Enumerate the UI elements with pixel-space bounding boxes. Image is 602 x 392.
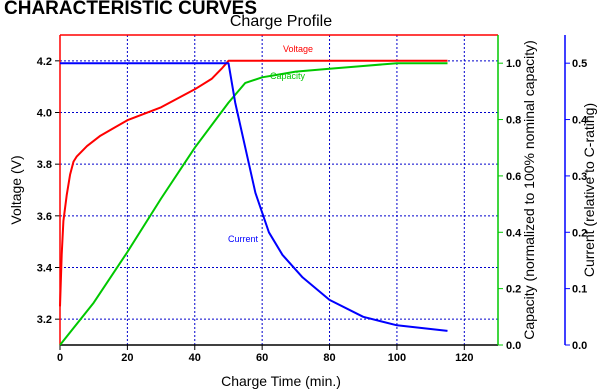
voltage-series-label: Voltage — [283, 44, 313, 54]
x-tick-label: 60 — [256, 352, 268, 364]
axes: 0 20 40 60 80 100 120 3.2 3.4 3.6 3.8 4.0 4.2 0.0 0.2 0… — [37, 34, 588, 364]
capacity-tick-label: 1.0 — [506, 58, 521, 70]
capacity-tick-label: 0.6 — [506, 171, 521, 183]
current-tick-label: 0.2 — [572, 227, 587, 239]
x-tick-label: 120 — [455, 352, 473, 364]
capacity-tick-label: 0.4 — [506, 227, 522, 239]
voltage-series-line — [59, 59, 448, 307]
voltage-axis-title: Voltage (V) — [8, 155, 24, 224]
current-tick-label: 0.0 — [572, 340, 587, 352]
voltage-tick-label: 3.4 — [37, 263, 53, 275]
x-tick-label: 100 — [388, 352, 406, 364]
voltage-tick-label: 3.2 — [37, 314, 52, 326]
capacity-series-label: Capacity — [270, 71, 306, 81]
capacity-tick-label: 0.2 — [506, 284, 521, 296]
voltage-tick-label: 4.2 — [37, 56, 52, 68]
x-axis-title: Charge Time (min.) — [221, 373, 341, 389]
series-layer — [59, 59, 448, 346]
voltage-tick-label: 3.8 — [37, 159, 52, 171]
page-heading: CHARACTERISTIC CURVES — [4, 0, 257, 19]
current-series-line — [60, 62, 448, 332]
current-tick-label: 0.1 — [572, 284, 587, 296]
chart-title: Charge Profile — [230, 13, 332, 30]
current-tick-label: 0.3 — [572, 171, 587, 183]
voltage-tick-label: 3.6 — [37, 211, 52, 223]
current-axis-title: Current (relative to C-rating) — [581, 103, 597, 277]
current-tick-label: 0.5 — [572, 58, 587, 70]
voltage-tick-label: 4.0 — [37, 108, 52, 120]
x-tick-label: 0 — [57, 352, 63, 364]
x-tick-label: 80 — [323, 352, 335, 364]
capacity-tick-label: 0.0 — [506, 340, 521, 352]
capacity-series-line — [59, 62, 448, 346]
x-tick-label: 40 — [189, 352, 201, 364]
capacity-tick-label: 0.8 — [506, 115, 521, 127]
capacity-axis-title: Capacity (normalized to 100% nominal cap… — [521, 40, 537, 340]
series-labels: Voltage Capacity Current — [228, 44, 313, 244]
current-series-label: Current — [228, 234, 259, 244]
current-tick-label: 0.4 — [572, 115, 588, 127]
x-tick-label: 20 — [121, 352, 133, 364]
plot-area — [60, 35, 498, 345]
